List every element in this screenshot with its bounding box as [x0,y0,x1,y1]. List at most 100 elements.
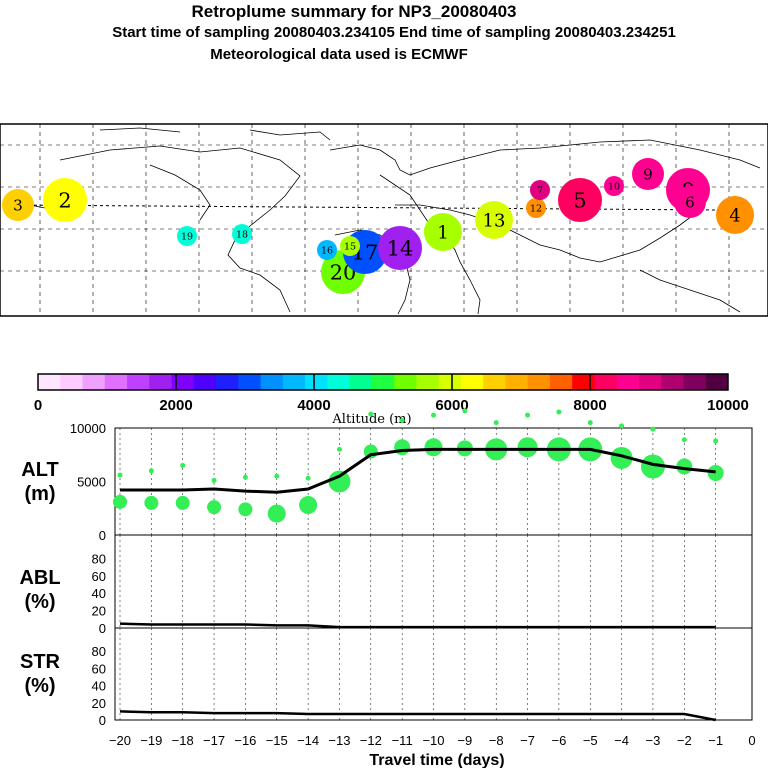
colorbar-tick-label: 8000 [573,397,606,414]
abl-y-tick-label: 20 [92,604,106,619]
colorbar-tick-label: 6000 [435,397,468,414]
x-tick-label: −5 [583,733,598,748]
alt-point [180,462,186,468]
abl-panel: 0 20 40 60 80 [92,534,753,636]
colorbar-swatch [483,374,506,390]
met-data-note: Meteorological data used is ECMWF [210,46,468,63]
alt-panel: 0 5000 10000 [70,408,753,543]
x-tick-label: −17 [203,733,225,748]
map-cluster [530,180,550,200]
map-cluster [340,236,360,256]
map-cluster [604,176,624,196]
map-clusters: 2019181716151413121110987654321 [2,158,754,294]
map-cluster [317,240,337,260]
abl-label: ABL (%) [19,567,61,613]
alt-point [238,502,253,517]
colorbar-tick-label: 10000 [707,397,749,414]
map-grid [0,124,768,316]
alt-point [640,454,665,479]
alt-mean-line [120,447,716,494]
colorbar-swatch [460,374,484,390]
alt-point [707,464,724,481]
map-frame [0,123,768,317]
alt-point [619,423,625,429]
str-line [119,710,716,722]
map-cluster [424,213,462,251]
colorbar-swatch [416,374,440,390]
map-cluster-label: 19 [181,232,193,243]
alt-point [175,495,190,510]
x-tick-label: −20 [109,733,131,748]
x-tick-label: −2 [677,733,692,748]
map-cluster [43,178,87,222]
map-cluster [716,196,754,234]
colorbar-swatch [549,374,573,390]
colorbar-tick-label: 0 [34,397,42,414]
alt-label: ALT (m) [21,459,59,505]
alt-point [394,439,411,456]
colorbar-swatch [371,374,395,390]
str-y-tick-label: 60 [92,661,106,676]
colorbar-swatch [616,374,640,390]
alt-point [650,426,656,432]
alt-point [267,504,286,523]
colorbar-swatch [216,374,239,390]
str-y-tick-label: 40 [92,679,106,694]
colorbar-swatch [60,374,84,390]
map-cluster-label: 10 [608,182,620,193]
x-tick-label: −13 [328,733,350,748]
map-cluster [2,189,34,221]
colorbar-title: Altitude (m) [331,412,411,427]
alt-point [517,437,538,458]
alt-point [328,470,351,493]
map-cluster [558,178,602,222]
map-cluster-label: 14 [387,237,414,261]
x-tick-label: −16 [234,733,256,748]
map-cluster-label: 2 [58,189,71,213]
str-y-tick-label: 80 [92,644,106,659]
x-tick-label: −10 [422,733,444,748]
x-tick-label: −15 [266,733,288,748]
abl-y-tick-label: 0 [99,621,106,636]
abl-line [119,622,716,629]
colorbar-swatch [572,374,595,390]
alt-point [399,418,405,424]
alt-point [305,475,311,481]
alt-point [462,408,468,414]
alt-point [113,494,127,509]
chart-title: Retroplume summary for NP3_20080403 [191,2,517,21]
colorbar-tick-label: 4000 [297,397,330,414]
alt-point [117,472,123,478]
colorbar-segments [38,374,729,390]
colorbar: 0 2000 4000 6000 8000 10000 Altitude (m) [34,373,749,427]
alt-point [587,420,593,426]
x-tick-label: −3 [646,733,661,748]
alt-y-tick-label: 5000 [77,475,106,490]
map-cluster-label: 6 [685,194,695,212]
colorbar-swatch [238,374,262,390]
alt-point [493,420,499,426]
alt-point [431,412,436,418]
alt-point [207,500,222,515]
alt-point [525,412,531,418]
alt-point [148,468,154,474]
alt-point [211,477,217,483]
map-cluster-label: 7 [537,186,543,197]
colorbar-swatch [260,374,284,390]
x-tick-label: −9 [457,733,472,748]
alt-y-ticks: 0 5000 10000 [70,421,106,543]
x-tick-label: −11 [392,733,413,748]
colorbar-swatch [594,374,618,390]
alt-point [274,473,280,479]
colorbar-swatch [305,374,328,390]
abl-y-ticks: 0 20 40 60 80 [92,551,106,636]
colorbar-swatch [171,374,195,390]
colorbar-frame [37,373,729,391]
str-label: STR (%) [20,651,60,697]
abl-y-tick-label: 80 [92,551,106,566]
colorbar-ticks: 0 2000 4000 6000 8000 10000 [34,374,749,414]
x-axis-label: Travel time (days) [369,752,504,768]
x-tick-label: −4 [614,733,629,748]
colorbar-swatch [661,374,684,390]
